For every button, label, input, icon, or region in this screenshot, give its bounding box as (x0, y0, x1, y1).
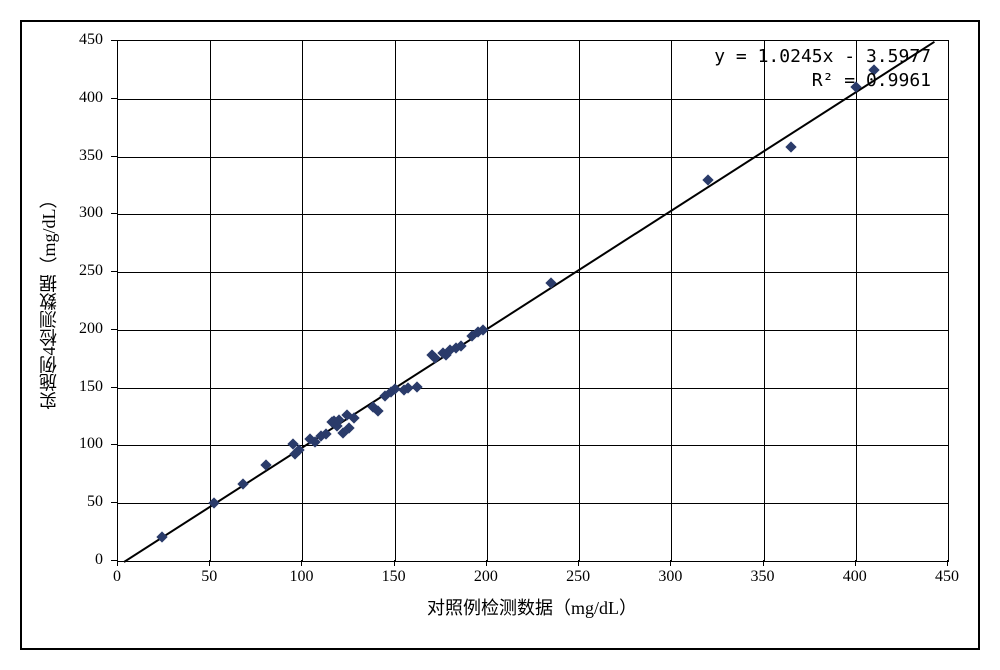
y-tick-label: 100 (79, 435, 103, 453)
y-axis-label: 实施例4检测数据（mg/dL） (36, 191, 62, 410)
gridline-horizontal (118, 388, 948, 389)
y-tick-label: 300 (79, 204, 103, 222)
y-tick-label: 450 (79, 31, 103, 49)
y-tick-label: 50 (87, 493, 103, 511)
gridline-vertical (395, 41, 396, 561)
y-tick-label: 150 (79, 378, 103, 396)
y-tick-label: 400 (79, 89, 103, 107)
y-tick-label: 200 (79, 320, 103, 338)
x-tick-mark (117, 560, 118, 566)
x-axis-label: 对照例检测数据（mg/dL） (427, 594, 637, 620)
plot-area (117, 40, 949, 562)
r-squared-value: R² = 0.9961 (812, 70, 931, 91)
x-tick-mark (394, 560, 395, 566)
gridline-horizontal (118, 272, 948, 273)
x-tick-mark (486, 560, 487, 566)
x-tick-label: 250 (566, 568, 590, 586)
y-tick-mark (111, 502, 117, 503)
y-tick-mark (111, 156, 117, 157)
gridline-horizontal (118, 157, 948, 158)
x-tick-label: 350 (751, 568, 775, 586)
x-tick-mark (855, 560, 856, 566)
x-tick-mark (763, 560, 764, 566)
y-tick-mark (111, 40, 117, 41)
x-tick-label: 0 (113, 568, 121, 586)
x-tick-label: 200 (474, 568, 498, 586)
gridline-horizontal (118, 330, 948, 331)
y-tick-label: 350 (79, 147, 103, 165)
chart-container: 对照例检测数据（mg/dL） 实施例4检测数据（mg/dL） y = 1.024… (20, 20, 980, 650)
x-tick-label: 100 (289, 568, 313, 586)
gridline-horizontal (118, 99, 948, 100)
gridline-horizontal (118, 214, 948, 215)
regression-equation: y = 1.0245x - 3.5977 (714, 46, 931, 67)
y-tick-mark (111, 98, 117, 99)
gridline-vertical (764, 41, 765, 561)
scatter-point (411, 381, 422, 392)
y-tick-mark (111, 271, 117, 272)
y-tick-mark (111, 387, 117, 388)
gridline-vertical (302, 41, 303, 561)
x-tick-label: 400 (843, 568, 867, 586)
x-tick-mark (301, 560, 302, 566)
gridline-horizontal (118, 503, 948, 504)
y-tick-mark (111, 329, 117, 330)
y-tick-mark (111, 444, 117, 445)
scatter-point (546, 277, 557, 288)
x-tick-mark (209, 560, 210, 566)
x-tick-mark (947, 560, 948, 566)
x-tick-mark (670, 560, 671, 566)
x-tick-label: 450 (935, 568, 959, 586)
x-tick-label: 300 (658, 568, 682, 586)
gridline-vertical (210, 41, 211, 561)
scatter-point (786, 142, 797, 153)
y-tick-mark (111, 213, 117, 214)
gridline-horizontal (118, 445, 948, 446)
gridline-vertical (579, 41, 580, 561)
gridline-vertical (671, 41, 672, 561)
gridline-vertical (856, 41, 857, 561)
x-tick-label: 50 (201, 568, 217, 586)
x-tick-label: 150 (382, 568, 406, 586)
gridline-vertical (487, 41, 488, 561)
y-tick-label: 250 (79, 262, 103, 280)
x-tick-mark (578, 560, 579, 566)
y-tick-label: 0 (95, 551, 103, 569)
